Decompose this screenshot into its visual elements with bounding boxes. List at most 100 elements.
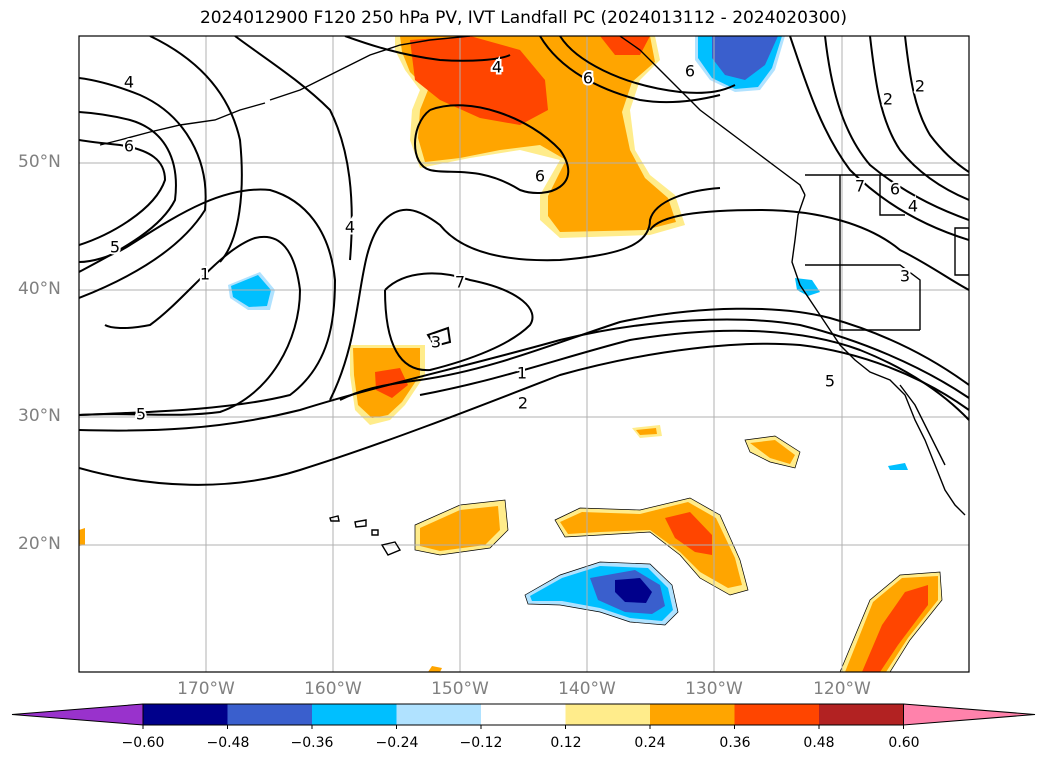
contour-label: 7 — [855, 177, 865, 196]
colorbar-tick: 0.48 — [803, 735, 835, 751]
coastline-hawaii-2 — [354, 519, 367, 528]
contour-label: 5 — [136, 405, 146, 424]
shading-left-edge-orange — [79, 528, 85, 546]
contour-label: 4 — [492, 58, 502, 77]
pv-contours — [79, 36, 969, 486]
contour-label: 6 — [535, 167, 545, 186]
contour-7-small — [426, 326, 452, 348]
shading-se-red — [862, 585, 928, 672]
colorbar-segment — [312, 704, 397, 725]
contour-4-mid — [79, 77, 207, 299]
contour-6-west — [79, 139, 167, 246]
contour-label: 1 — [517, 364, 527, 383]
contour-2-east — [904, 36, 969, 173]
contour-4-ring — [414, 104, 570, 195]
lon-label-130w: 130°W — [685, 679, 743, 699]
lon-label-120w: 120°W — [813, 679, 871, 699]
shading-subtropic-red — [665, 512, 712, 555]
map-frame — [78, 35, 970, 673]
contour-label: 6 — [685, 62, 695, 81]
colorbar-tick: −0.24 — [375, 735, 419, 751]
contour-top-left-curve — [234, 36, 353, 261]
contour-5-east — [789, 36, 969, 241]
contour-label: 5 — [110, 238, 120, 257]
gridlines — [79, 36, 969, 672]
contour-label: 6 — [890, 180, 900, 199]
contour-label: 5 — [825, 372, 835, 391]
colorbar-tick: 0.60 — [888, 735, 920, 751]
lon-label-160w: 160°W — [304, 679, 362, 699]
contour-6-center — [384, 272, 534, 372]
shading-south-navy — [615, 578, 652, 603]
negative-pc-shading — [228, 36, 908, 625]
map-title: 2024012900 F120 250 hPa PV, IVT Landfall… — [199, 8, 847, 28]
contour-alaska-arc — [559, 36, 736, 94]
shading-coast-small — [888, 463, 908, 470]
colorbar-tick: 0.24 — [634, 735, 666, 751]
contour-6-east — [649, 208, 969, 291]
shading-coast-blob-cyan — [795, 278, 820, 296]
contour-6-north — [539, 36, 721, 104]
shading-small-orange — [636, 428, 657, 435]
contour-label: 1 — [200, 265, 210, 284]
colorbar-segment — [481, 704, 566, 725]
shading-east-small-orange — [750, 440, 795, 464]
shading-top-right-red — [600, 36, 650, 55]
contour-label: 4 — [124, 73, 134, 92]
colorbar-extend-high — [903, 703, 1036, 726]
colorbar-tick: −0.60 — [121, 735, 165, 751]
contour-label: 4 — [345, 218, 355, 237]
lat-label-50n: 50°N — [18, 152, 61, 172]
shading-outlines — [414, 435, 943, 672]
lon-label-170w: 170°W — [177, 679, 235, 699]
contour-label: 2 — [883, 90, 893, 109]
colorbar-segment — [143, 704, 228, 725]
shading-west-blob-cyan — [231, 275, 271, 307]
lon-label-140w: 140°W — [558, 679, 616, 699]
contour-label: 2 — [518, 394, 528, 413]
positive-pc-shading — [79, 36, 942, 672]
contour-5-upper — [79, 111, 177, 273]
colorbar-tick: −0.48 — [206, 735, 250, 751]
coastline-state-border-3 — [879, 175, 905, 216]
coastline-west-coast — [791, 194, 966, 516]
coastline-baja — [899, 384, 946, 466]
contour-2-south — [79, 318, 969, 432]
contour-label: 4 — [908, 197, 918, 216]
colorbar-segment — [819, 704, 904, 725]
coastline-panhandle — [619, 36, 806, 196]
coastline-state-border-1 — [839, 175, 920, 331]
shading-midpac-red — [375, 368, 408, 398]
contour-southeast-1 — [419, 329, 969, 421]
contour-4-center — [329, 187, 721, 401]
map-plot-area — [79, 36, 969, 672]
coastline-hawaii-4 — [371, 529, 379, 536]
contour-label: 6 — [124, 137, 134, 156]
lat-label-30n: 30°N — [18, 406, 61, 426]
contour-label: 3 — [900, 267, 910, 286]
contour-1-loop — [79, 235, 302, 416]
shading-nw-canada-blue — [712, 36, 778, 80]
contour-label: 7 — [455, 273, 465, 292]
colorbar-tick: 0.36 — [719, 735, 751, 751]
coastline-state-border-4 — [954, 227, 969, 276]
coastline-aleutians — [99, 102, 266, 146]
contour-1-south — [79, 342, 969, 486]
shading-bottom-orange — [428, 666, 442, 672]
colorbar-extend-low — [11, 703, 144, 726]
contour-3-east — [869, 36, 969, 201]
coastline-hawaii-1 — [380, 541, 402, 556]
contour-5-north — [344, 36, 511, 62]
colorbar-segment — [734, 704, 820, 725]
contour-jet-top — [149, 36, 243, 263]
coastlines — [99, 36, 969, 556]
colorbar-segment — [227, 704, 313, 725]
colorbar-tick: −0.36 — [290, 735, 334, 751]
colorbar-frame — [142, 703, 904, 726]
coastline-state-border-2 — [805, 264, 921, 330]
contour-4-east — [824, 36, 969, 221]
colorbar-tick: −0.12 — [459, 735, 503, 751]
colorbar-tick: 0.12 — [550, 735, 582, 751]
